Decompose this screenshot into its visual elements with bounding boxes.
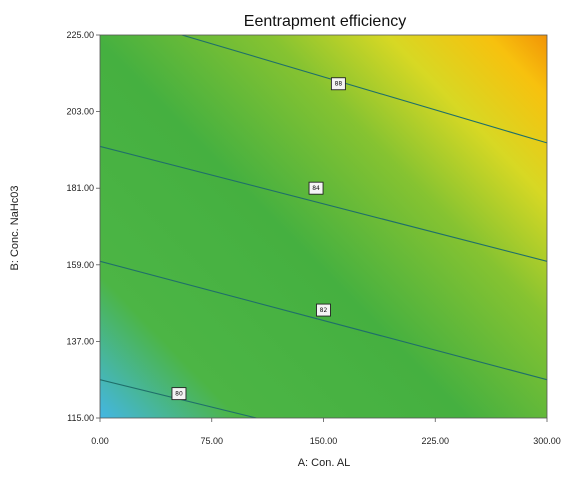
y-tick-label: 159.00 — [66, 260, 94, 270]
x-tick-label: 0.00 — [91, 436, 109, 446]
contour-label-box — [316, 303, 331, 317]
contour-line — [100, 260, 547, 381]
y-tick-label: 181.00 — [66, 183, 94, 193]
x-tick-label: 225.00 — [421, 436, 449, 446]
x-tick-label: 150.00 — [310, 436, 338, 446]
x-tick-label: 300.00 — [533, 436, 561, 446]
x-axis-label: A: Con. AL — [298, 457, 351, 469]
contour-label: 80 — [175, 391, 183, 398]
x-axis-ticks: 0.00 75.00 150.00 225.00 300.00 — [91, 418, 561, 446]
contour-labels: 88 84 82 80 — [171, 77, 346, 401]
contour-label: 84 — [312, 185, 320, 192]
contour-lines — [100, 35, 547, 418]
contour-label-box — [308, 181, 324, 195]
contour-line — [100, 145, 547, 262]
y-tick-label: 115.00 — [67, 413, 94, 423]
y-tick-label: 137.00 — [66, 336, 94, 346]
contour-label: 82 — [320, 307, 328, 314]
chart-title: Eentrapment efficiency — [244, 13, 406, 30]
y-tick-label: 203.00 — [66, 107, 94, 117]
contour-line — [181, 35, 547, 144]
y-axis-ticks: 115.00 137.00 159.00 181.00 203.00 225.00 — [66, 30, 100, 423]
contour-label-box — [171, 387, 187, 401]
contour-label-box — [330, 77, 346, 91]
x-tick-label: 75.00 — [200, 436, 223, 446]
plot-surface — [100, 35, 547, 418]
y-axis-label: B: Conc. NaHc03 — [9, 186, 21, 271]
y-tick-label: 225.00 — [66, 30, 94, 40]
contour-label: 88 — [335, 81, 343, 88]
